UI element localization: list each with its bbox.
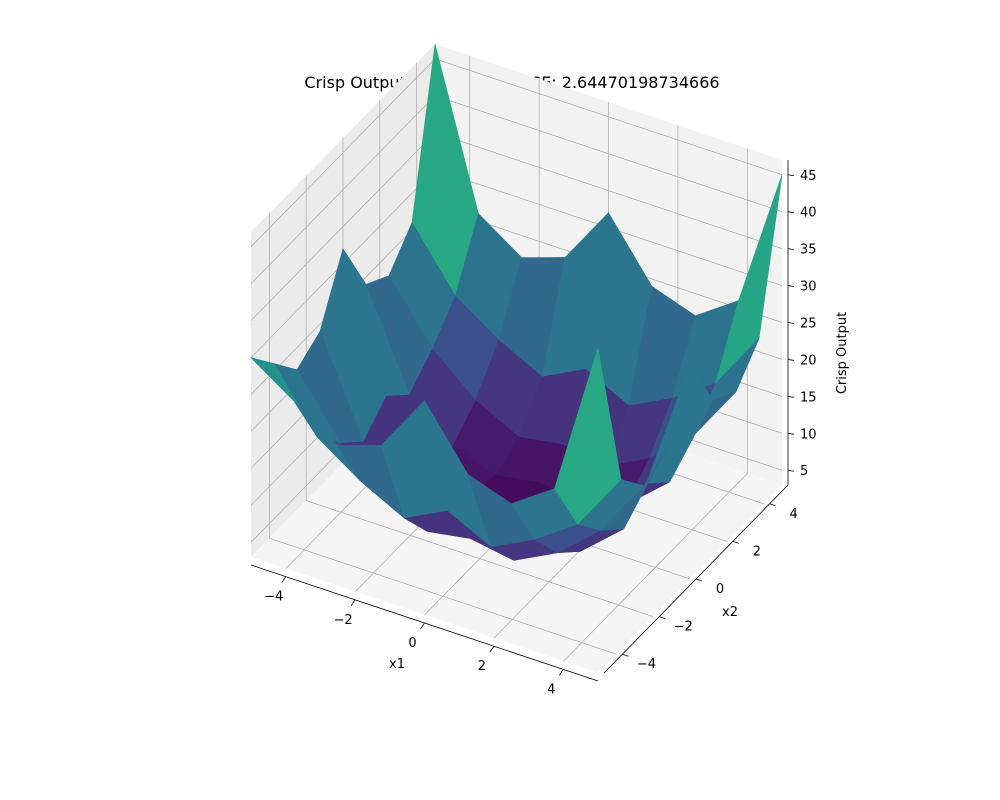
- axis-lines: [250, 160, 795, 682]
- x1-tick-label: 0: [408, 636, 416, 651]
- grid-line-x2: [305, 175, 654, 617]
- x2-tick-mark: [622, 653, 629, 657]
- x1-tick-label: 4: [547, 682, 555, 697]
- z-tick-mark: [787, 285, 795, 287]
- x2-tick-mark: [769, 503, 776, 507]
- x2-tick-mark: [732, 541, 739, 544]
- z-tick-mark: [787, 359, 795, 361]
- x2-tick-mark: [695, 578, 703, 582]
- x1-tick-mark: [350, 599, 356, 607]
- z-tick-mark: [787, 211, 795, 214]
- z-tick-mark: [787, 174, 795, 177]
- x2-tick-label: 2: [753, 544, 761, 559]
- z-tick-mark: [787, 248, 795, 251]
- x2-tick-label: 0: [716, 582, 724, 597]
- x1-tick-label: −4: [264, 590, 283, 605]
- grid-line-x2: [268, 213, 617, 655]
- x1-tick-mark: [558, 669, 564, 676]
- x2-tick-mark: [659, 616, 666, 619]
- x2-tick-label: −2: [674, 620, 693, 635]
- z-tick-label: 5: [800, 464, 808, 479]
- z-tick-label: 15: [800, 390, 817, 405]
- x1-tick-mark: [281, 576, 287, 583]
- z-tick-mark: [787, 322, 795, 324]
- z-tick-label: 10: [800, 427, 817, 442]
- z-tick-label: 40: [800, 206, 817, 221]
- z-axis-label: Crisp Output: [835, 312, 850, 394]
- surface-mesh: [250, 43, 783, 561]
- z-tick-mark: [787, 395, 795, 398]
- x1-tick-label: 2: [478, 659, 486, 674]
- z-tick-label: 25: [800, 317, 817, 332]
- z-tick-label: 45: [800, 169, 817, 184]
- z-tick-mark: [787, 432, 795, 435]
- x2-tick-label: −4: [637, 657, 656, 672]
- x2-tick-label: 4: [789, 507, 797, 522]
- z-tick-mark: [787, 469, 795, 472]
- z-tick-label: 35: [800, 243, 817, 258]
- surface-patch: [554, 347, 622, 525]
- x-axis-label: x1: [389, 657, 405, 672]
- grid-line-x1: [563, 148, 748, 662]
- x1-tick-label: −2: [334, 613, 353, 628]
- x1-tick-mark: [420, 622, 425, 630]
- z-tick-label: 20: [800, 353, 817, 368]
- z-tick-label: 30: [800, 280, 817, 295]
- y-axis-label: x2: [722, 605, 738, 620]
- x1-tick-mark: [489, 645, 495, 653]
